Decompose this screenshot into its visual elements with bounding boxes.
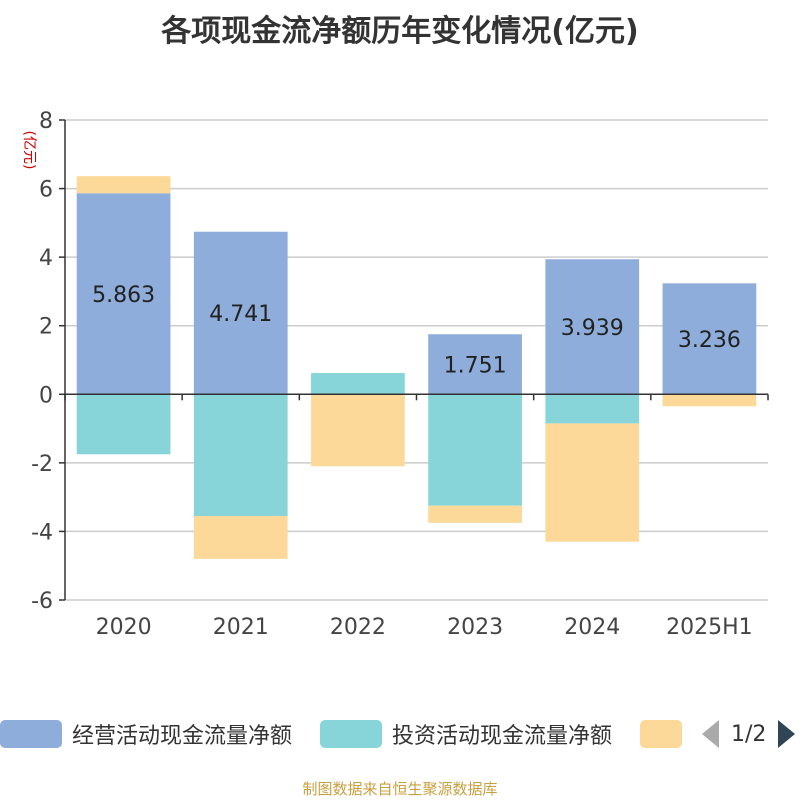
x-tick-label: 2025H1 (666, 615, 753, 640)
legend-pager: 1/2 (702, 714, 796, 754)
bar-investing-2024 (545, 394, 640, 424)
bar-operating-2023 (428, 334, 522, 395)
x-tick-label: 2023 (447, 615, 503, 640)
x-tick-label: 2021 (213, 615, 269, 640)
bar-operating-2025H1 (662, 283, 757, 395)
bar-financing-2022 (311, 394, 405, 467)
legend: 经营活动现金流量净额 投资活动现金流量净额 1/2 (0, 714, 800, 754)
bar-investing-2022 (311, 373, 405, 395)
data-label: 3.236 (678, 328, 741, 353)
bar-operating-2021 (193, 231, 288, 395)
data-label: 3.939 (561, 316, 624, 341)
y-tick-label: 4 (39, 246, 53, 271)
legend-label-operating: 经营活动现金流量净额 (72, 724, 293, 749)
legend-page-indicator: 1/2 (731, 721, 767, 747)
y-tick-label: -6 (31, 589, 53, 614)
bar-financing-2021 (193, 516, 288, 559)
bar-investing-2023 (428, 394, 522, 506)
chart-title: 各项现金流净额历年变化情况(亿元) (161, 14, 639, 49)
x-tick-label: 2020 (96, 615, 152, 640)
data-source-note: 制图数据来自恒生聚源数据库 (302, 780, 498, 798)
legend-swatch-financing (640, 720, 682, 748)
data-label: 4.741 (209, 302, 272, 327)
chevron-left-icon[interactable] (702, 720, 719, 748)
y-tick-label: 6 (39, 178, 53, 203)
bar-financing-2025H1 (662, 394, 757, 407)
bar-operating-2020 (76, 193, 171, 395)
bar-financing-2020 (76, 176, 171, 194)
bar-investing-2020 (76, 394, 171, 455)
y-tick-label: 2 (39, 315, 53, 340)
chevron-right-icon[interactable] (778, 720, 796, 748)
bar-operating-2024 (545, 259, 640, 395)
legend-swatch-investing (320, 720, 382, 748)
bar-financing-2024 (545, 423, 640, 542)
y-tick-label: 0 (39, 383, 53, 408)
y-tick-label: -2 (31, 452, 53, 477)
x-tick-label: 2022 (330, 615, 386, 640)
legend-label-investing: 投资活动现金流量净额 (392, 724, 613, 749)
y-tick-label: -4 (31, 520, 53, 545)
legend-swatch-operating (0, 720, 62, 748)
legend-item-operating[interactable]: 经营活动现金流量净额 (0, 714, 292, 754)
data-label: 5.863 (92, 283, 155, 308)
legend-item-financing[interactable] (640, 714, 682, 754)
bar-investing-2021 (193, 394, 288, 516)
legend-item-investing[interactable]: 投资活动现金流量净额 (320, 714, 612, 754)
x-tick-label: 2024 (564, 615, 620, 640)
bar-chart: -6 -4 -2 0 2 4 6 8 5.863 4.741 1.751 3.939 3.236 2020… (31, 109, 769, 640)
y-tick-label: 8 (39, 109, 53, 134)
bar-financing-2023 (428, 505, 522, 523)
data-label: 1.751 (444, 353, 507, 378)
